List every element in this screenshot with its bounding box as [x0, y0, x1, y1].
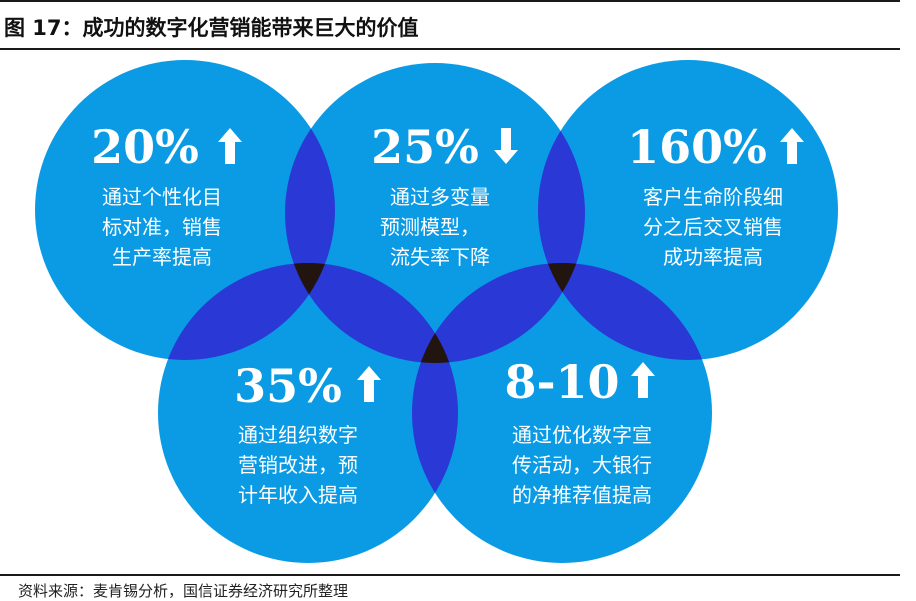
metric-desc-3-line-1: 通过组织数字 — [238, 423, 358, 447]
figure-title-bar: 图 17：成功的数字化营销能带来巨大的价值 — [0, 0, 900, 50]
metric-desc-2-line-1: 客户生命阶段细 — [643, 185, 783, 209]
metric-desc-4-line-1: 通过优化数字宣 — [512, 423, 652, 447]
metric-desc-0-line-3: 生产率提高 — [112, 245, 212, 269]
metric-value-0: 20% — [91, 120, 199, 174]
circle-label-group-2: 160% 客户生命阶段细 分之后交叉销售 成功率提高 — [627, 120, 804, 269]
overlap-0-3 — [158, 263, 335, 360]
metric-desc-3-line-3: 计年收入提高 — [238, 483, 358, 507]
metric-value-1: 25% — [371, 120, 479, 174]
footer-divider — [0, 574, 900, 576]
metric-value-4: 8-10 — [504, 355, 619, 409]
metric-desc-0-line-2: 标对准，销售 — [102, 215, 222, 239]
metric-value-3: 35% — [234, 359, 342, 413]
circle-label-group-0: 20% 通过个性化目 标对准，销售 生产率提高 — [91, 120, 242, 269]
metric-desc-1-line-1: 通过多变量 — [390, 185, 490, 209]
overlap-2-4 — [538, 263, 712, 360]
metric-desc-3-line-2: 营销改进，预 — [238, 453, 358, 477]
source-note: 资料来源：麦肯锡分析，国信证券经济研究所整理 — [18, 582, 349, 600]
circle-label-group-1: 25% 通过多变量 预测模型， 流失率下降 — [371, 120, 518, 269]
metric-desc-2-line-2: 分之后交叉销售 — [643, 215, 783, 239]
overlap-1-4 — [412, 263, 585, 363]
figure-title: 图 17：成功的数字化营销能带来巨大的价值 — [4, 16, 419, 40]
metric-value-2: 160% — [627, 120, 767, 174]
pair-overlap-layer — [158, 63, 712, 563]
overlap-1-3 — [285, 263, 458, 363]
metric-desc-2-line-3: 成功率提高 — [663, 245, 763, 269]
metric-desc-0-line-1: 通过个性化目 — [102, 185, 222, 209]
metric-desc-4-line-3: 的净推荐值提高 — [512, 483, 652, 507]
metric-desc-1-line-2: 预测模型， — [380, 215, 480, 239]
metric-desc-1-line-3: 流失率下降 — [390, 245, 490, 269]
circle-label-group-4: 8-10 通过优化数字宣 传活动，大银行 的净推荐值提高 — [504, 355, 655, 507]
metric-desc-4-line-2: 传活动，大银行 — [512, 453, 652, 477]
circle-label-group-3: 35% 通过组织数字 营销改进，预 计年收入提高 — [234, 359, 381, 507]
